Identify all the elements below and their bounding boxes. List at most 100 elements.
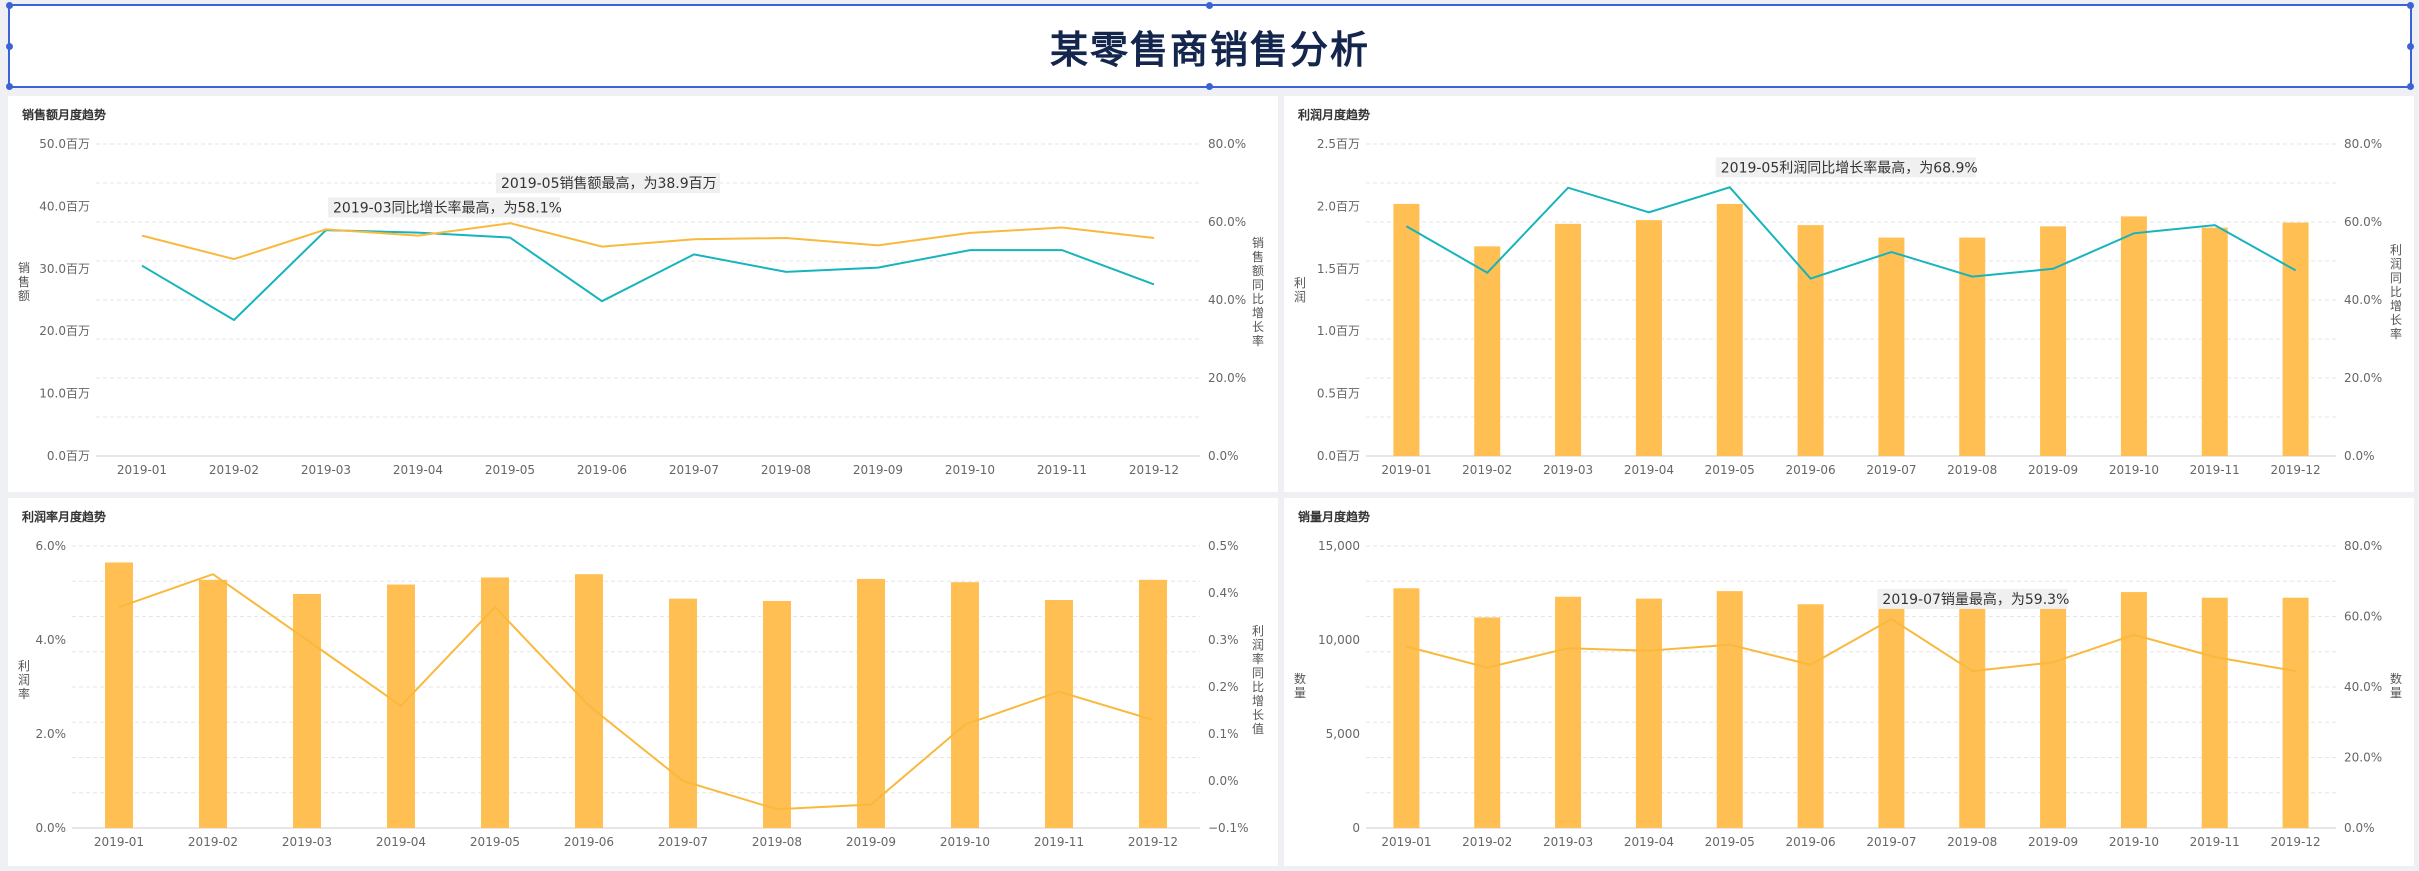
series-line[interactable] [118,573,1154,811]
x-tick-label: 2019-11 [2190,835,2240,849]
bar[interactable] [669,598,697,828]
x-tick-label: 2019-03 [1543,835,1593,849]
bar[interactable] [1393,588,1420,828]
y-tick-label: 0.5百万 [1317,387,1360,401]
x-tick-label: 2019-09 [853,463,903,477]
y-tick-label: 2.0百万 [1317,199,1360,213]
bar[interactable] [1716,203,1743,456]
annotation: 2019-05利润同比增长率最高，为68.9% [1715,157,1978,178]
x-tick-label: 2019-06 [1786,463,1836,477]
resize-handle[interactable] [1206,2,1213,9]
bar[interactable] [1878,237,1905,456]
chart-title: 利润月度趋势 [1298,108,1371,122]
x-tick-label: 2019-11 [1037,463,1087,477]
bar[interactable] [199,579,227,828]
x-tick-label: 2019-02 [209,463,259,477]
bar[interactable] [2282,222,2309,456]
annotation: 2019-07销量最高，为59.3% [1877,588,2069,609]
bar[interactable] [1959,605,1986,828]
y-tick-label: 40.0百万 [39,199,90,213]
bar[interactable] [2201,597,2228,828]
x-tick-label: 2019-01 [117,463,167,477]
series-line[interactable] [141,222,1155,261]
x-tick-label: 2019-05 [485,463,535,477]
bar[interactable] [1797,604,1824,828]
y-tick-label: 50.0百万 [39,137,90,151]
bar[interactable] [1555,223,1582,456]
bar[interactable] [1393,203,1420,456]
x-tick-label: 2019-05 [1705,463,1755,477]
volume-trend-chart: 0 5,000 10,000 15,000 0.0% 20.0% 40.0% 60.0% 80.… [1294,539,2402,849]
y-axis-title: 利润 [1294,276,1306,304]
x-tick-label: 2019-09 [846,835,896,849]
y-tick-label: 6.0% [36,539,67,553]
resize-handle[interactable] [2407,2,2414,9]
bar[interactable] [1635,598,1662,828]
bar[interactable] [2040,226,2067,456]
resize-handle[interactable] [6,2,13,9]
resize-handle[interactable] [6,43,13,50]
bar[interactable] [1474,617,1501,828]
resize-handle[interactable] [1206,83,1213,90]
x-tick-label: 2019-06 [1786,835,1836,849]
x-tick-label: 2019-12 [2271,463,2321,477]
x-tick-label: 2019-01 [1381,835,1431,849]
y2-tick-label: 20.0% [2344,371,2382,385]
annotation-box [328,197,560,218]
x-tick-label: 2019-08 [761,463,811,477]
y2-tick-label: 0.4% [1208,586,1239,600]
bar[interactable] [2120,592,2147,828]
y-tick-label: 1.5百万 [1317,262,1360,276]
y2-tick-label: 80.0% [2344,539,2382,553]
sales-trend-chart: 0.0百万 10.0百万 20.0百万 30.0百万 40.0百万 50.0百万 0.0% 2… [18,137,1264,477]
bar[interactable] [951,582,979,828]
bar[interactable] [1474,246,1501,456]
series-line[interactable] [1406,617,2296,673]
bar[interactable] [1045,600,1073,828]
bar[interactable] [1635,220,1662,456]
x-tick-label: 2019-03 [1543,463,1593,477]
x-tick-label: 2019-02 [1462,835,1512,849]
y2-tick-label: 60.0% [2344,215,2382,229]
bar[interactable] [2120,216,2147,456]
bar[interactable] [293,593,321,828]
bar[interactable] [1878,589,1905,828]
y-tick-label: 4.0% [36,633,67,647]
chart-title: 销量月度趋势 [1298,510,1371,524]
bar[interactable] [1555,596,1582,828]
x-tick-label: 2019-02 [188,835,238,849]
bar[interactable] [1797,225,1824,456]
annotation: 2019-03同比增长率最高，为58.1% [328,197,562,218]
x-tick-label: 2019-10 [2109,835,2159,849]
bar[interactable] [575,574,603,828]
bar[interactable] [481,577,509,828]
resize-handle[interactable] [2407,43,2414,50]
x-tick-label: 2019-07 [1866,463,1916,477]
profit-trend-chart: 0.0百万 0.5百万 1.0百万 1.5百万 2.0百万 2.5百万 0.0% 20.0% 4… [1294,137,2402,477]
resize-handle[interactable] [2407,83,2414,90]
margin-trend-chart: 0.0% 2.0% 4.0% 6.0% −0.1% 0.0% 0.1% 0.2% 0.3% 0.4… [18,539,1264,849]
bar[interactable] [763,600,791,828]
x-tick-label: 2019-08 [1947,835,1997,849]
bar[interactable] [105,562,133,828]
series-line[interactable] [1405,186,2297,280]
annotation-text: 2019-03同比增长率最高，为58.1% [333,199,562,216]
bar[interactable] [2201,227,2228,456]
resize-handle[interactable] [6,83,13,90]
annotation-box [496,173,720,194]
x-tick-label: 2019-12 [1129,463,1179,477]
bar[interactable] [2040,606,2067,828]
y2-tick-label: 20.0% [2344,751,2382,765]
x-tick-label: 2019-10 [945,463,995,477]
y2-tick-label: 0.0% [2344,449,2375,463]
y2-tick-label: 20.0% [1208,371,1246,385]
bar[interactable] [1139,579,1167,828]
volume-trend-panel: 销量月度趋势 0 5,000 10,000 15,000 0.0% 20.0% 40.0% 6… [1284,498,2414,866]
series-line[interactable] [141,229,1155,322]
bar[interactable] [1716,591,1743,828]
y-tick-label: 15,000 [1318,539,1360,553]
bar[interactable] [857,578,885,828]
bar[interactable] [2282,597,2309,828]
bar[interactable] [1959,237,1986,456]
title-banner[interactable]: 某零售商销售分析 [6,2,2414,90]
